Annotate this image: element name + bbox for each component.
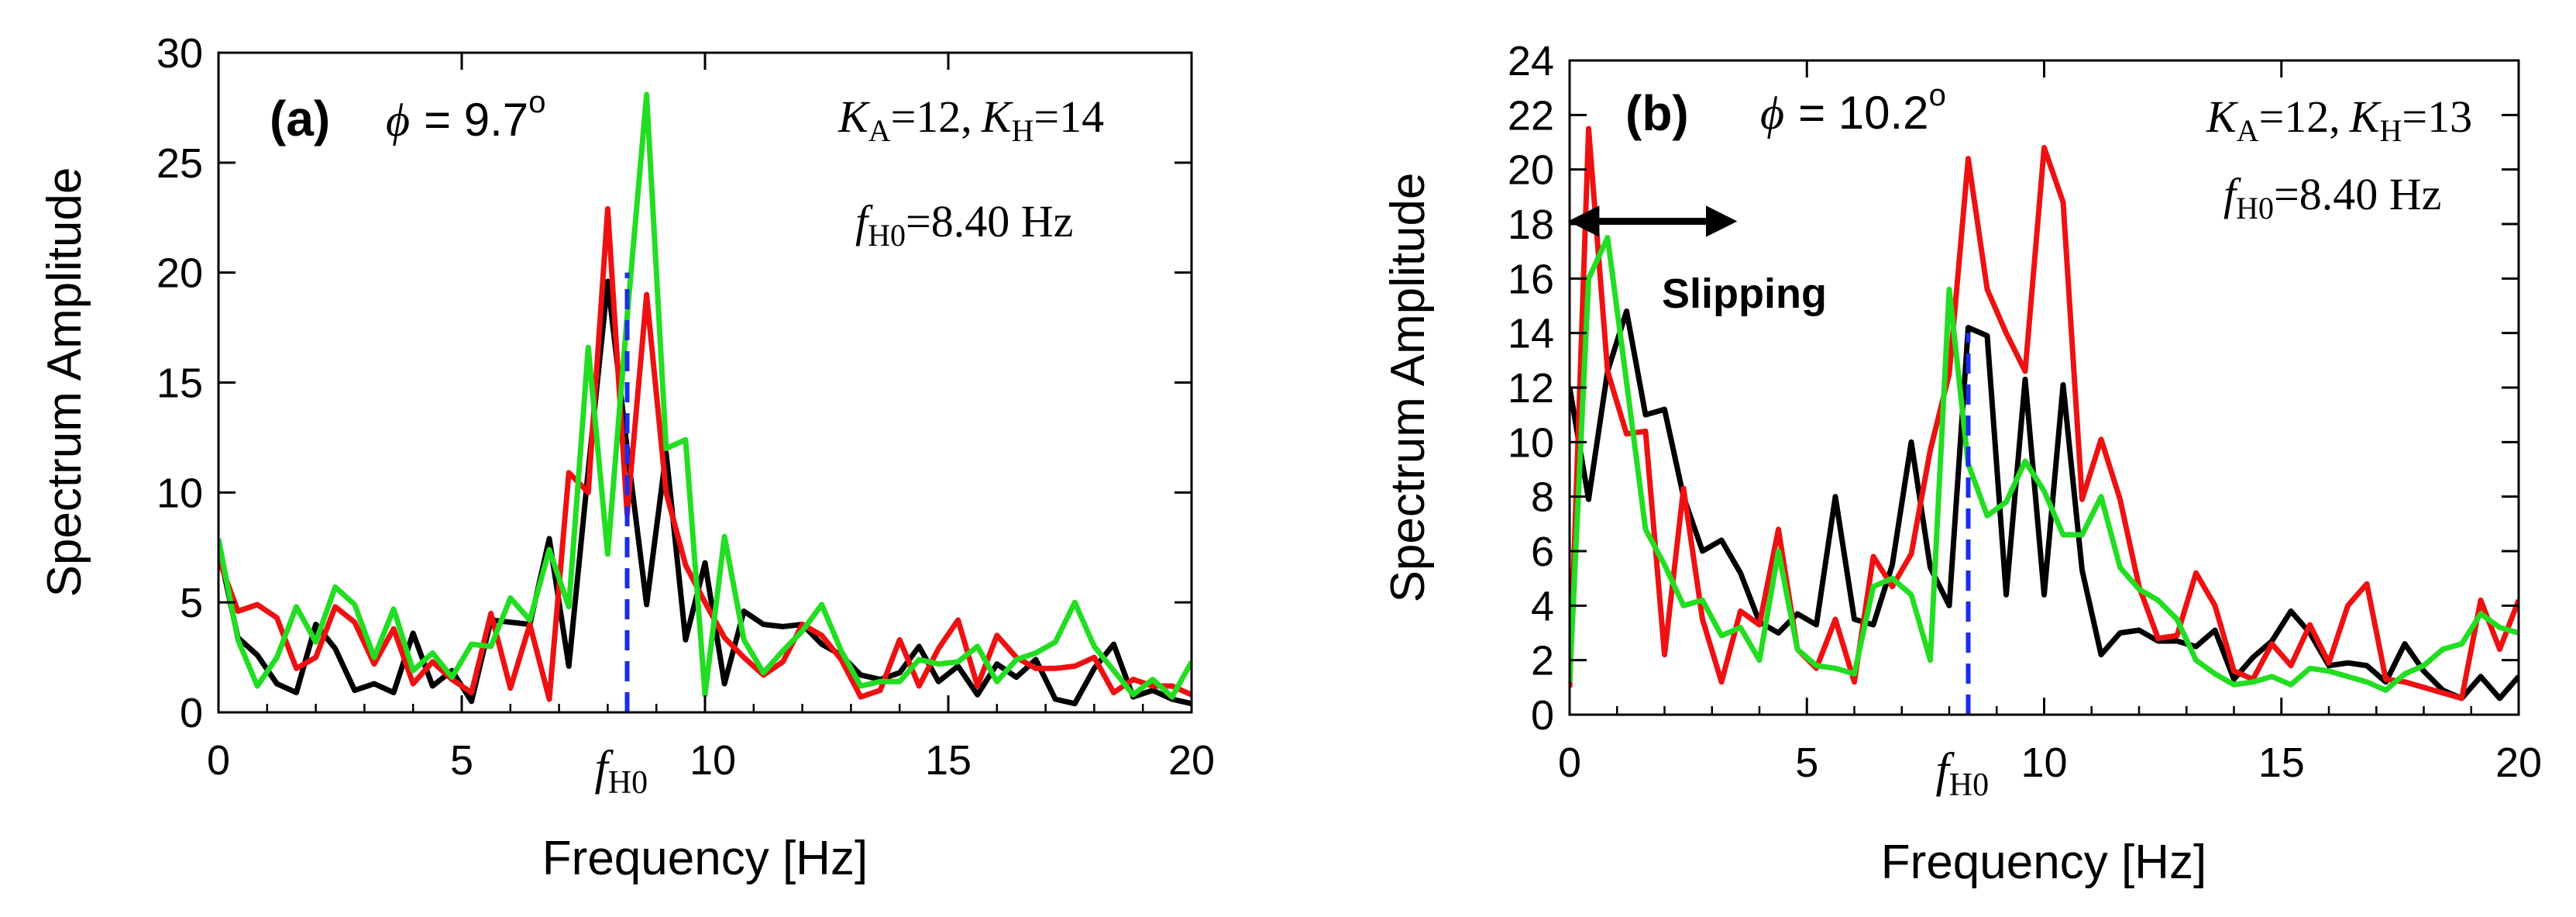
- k-letter-h-b: K: [2349, 91, 2382, 142]
- k-letter-h-a: K: [981, 91, 1014, 142]
- fh0-axis-label-a: fH0: [595, 742, 648, 801]
- y-tick-label-b: 10: [1508, 419, 1554, 466]
- ka-value-a: =12,: [891, 91, 972, 142]
- series-line-black-b: [1570, 309, 2519, 702]
- y-tick-label-b: 22: [1508, 92, 1554, 139]
- y-tick-label-b: 20: [1508, 147, 1554, 194]
- x-tick-label-b: 20: [2495, 739, 2542, 786]
- fh0-axis-label-b: fH0: [1936, 744, 1990, 803]
- fh0-value-b: =8.40 Hz: [2274, 169, 2441, 219]
- x-tick-label-a: 20: [1168, 737, 1215, 784]
- phi-value-b: = 10.2: [1798, 87, 1929, 139]
- x-tick-label-b: 0: [1558, 739, 1581, 786]
- y-tick-label-b: 0: [1531, 692, 1554, 739]
- y-tick-label-b: 6: [1531, 529, 1554, 575]
- x-axis-title-a: Frequency [Hz]: [542, 832, 868, 885]
- plot-area-a: [218, 91, 1192, 707]
- k-letter-b: K: [2206, 91, 2239, 142]
- x-axis-title-b: Frequency [Hz]: [1881, 836, 2206, 889]
- fh0-axis-sub-a: H0: [608, 765, 648, 801]
- kh-value-a: =14: [1033, 91, 1104, 142]
- y-tick-label-b: 2: [1531, 638, 1554, 684]
- y-tick-label-a: 5: [180, 580, 203, 626]
- x-tick-label-b: 15: [2258, 739, 2305, 786]
- panel-label-b: (b): [1625, 85, 1689, 141]
- x-tick-label-a: 0: [207, 737, 230, 784]
- y-tick-label-b: 8: [1531, 474, 1554, 521]
- k-letter-a: K: [837, 91, 871, 142]
- y-tick-label-b: 14: [1508, 311, 1554, 357]
- phi-annotation-a: ϕ = 9.7o: [386, 85, 545, 146]
- k-sub-a-b: A: [2237, 113, 2259, 148]
- fh0-label-a: fH0=8.40 Hz: [855, 196, 1073, 253]
- f-sub-b: H0: [2236, 191, 2274, 226]
- x-tick-label-b: 5: [1795, 739, 1818, 786]
- degree-a: o: [528, 85, 545, 119]
- k-sub-a-a: A: [868, 113, 891, 148]
- y-tick-label-b: 18: [1508, 202, 1554, 248]
- f-sub-a: H0: [868, 218, 906, 253]
- phi-annotation-b: ϕ = 10.2o: [1760, 78, 1946, 139]
- series-line-green-a: [218, 91, 1192, 700]
- k-values-b: KA=12, KH=13: [2206, 91, 2472, 148]
- y-tick-label-a: 20: [156, 250, 203, 297]
- plot-area-b: [1570, 126, 2519, 702]
- x-tick-label-b: 10: [2021, 739, 2067, 786]
- k-sub-h-b: H: [2379, 113, 2402, 148]
- plot-frame-a: [217, 51, 1193, 714]
- y-tick-label-b: 12: [1508, 365, 1554, 412]
- y-tick-label-a: 25: [156, 140, 203, 187]
- panel-label-a: (a): [270, 91, 330, 147]
- y-axis-title-b: Spectrum Amplitude: [1381, 173, 1435, 603]
- y-tick-label-b: 16: [1508, 256, 1554, 302]
- x-tick-label-a-10: 10: [690, 737, 736, 784]
- phi-value-a: = 9.7: [424, 94, 528, 146]
- fh0-axis-sub-b: H0: [1949, 767, 1989, 803]
- y-axis-title-a: Spectrum Amplitude: [38, 167, 91, 598]
- ticks-a: 0 5 15 20 10 0 5 10 15 20 25 30: [156, 30, 1215, 784]
- phi-symbol-b: ϕ: [1760, 88, 1784, 139]
- slipping-label: Slipping: [1662, 271, 1827, 317]
- y-tick-label-b: 4: [1531, 583, 1554, 629]
- y-tick-label-a: 10: [156, 470, 203, 516]
- y-tick-label-a: 15: [156, 360, 203, 407]
- series-line-red-b: [1570, 126, 2519, 702]
- fh0-value-a: =8.40 Hz: [906, 196, 1073, 246]
- k-sub-h-a: H: [1011, 113, 1033, 148]
- kh-value-b: =13: [2402, 91, 2472, 142]
- series-line-red-a: [218, 205, 1192, 702]
- k-values-a: KA=12, KH=14: [837, 91, 1104, 148]
- x-tick-label-a: 5: [450, 737, 473, 784]
- series-line-green-b: [1570, 235, 2519, 693]
- y-tick-label-a: 30: [156, 30, 203, 77]
- y-tick-label-a: 0: [180, 690, 203, 736]
- y-tick-label-b: 24: [1508, 38, 1554, 84]
- ka-value-b: =12,: [2259, 91, 2340, 142]
- fh0-marker-a: fH0: [595, 272, 648, 801]
- phi-symbol-a: ϕ: [386, 95, 410, 146]
- degree-b: o: [1929, 78, 1946, 112]
- x-tick-label-a: 15: [925, 737, 972, 784]
- fh0-label-b: fH0=8.40 Hz: [2223, 169, 2441, 226]
